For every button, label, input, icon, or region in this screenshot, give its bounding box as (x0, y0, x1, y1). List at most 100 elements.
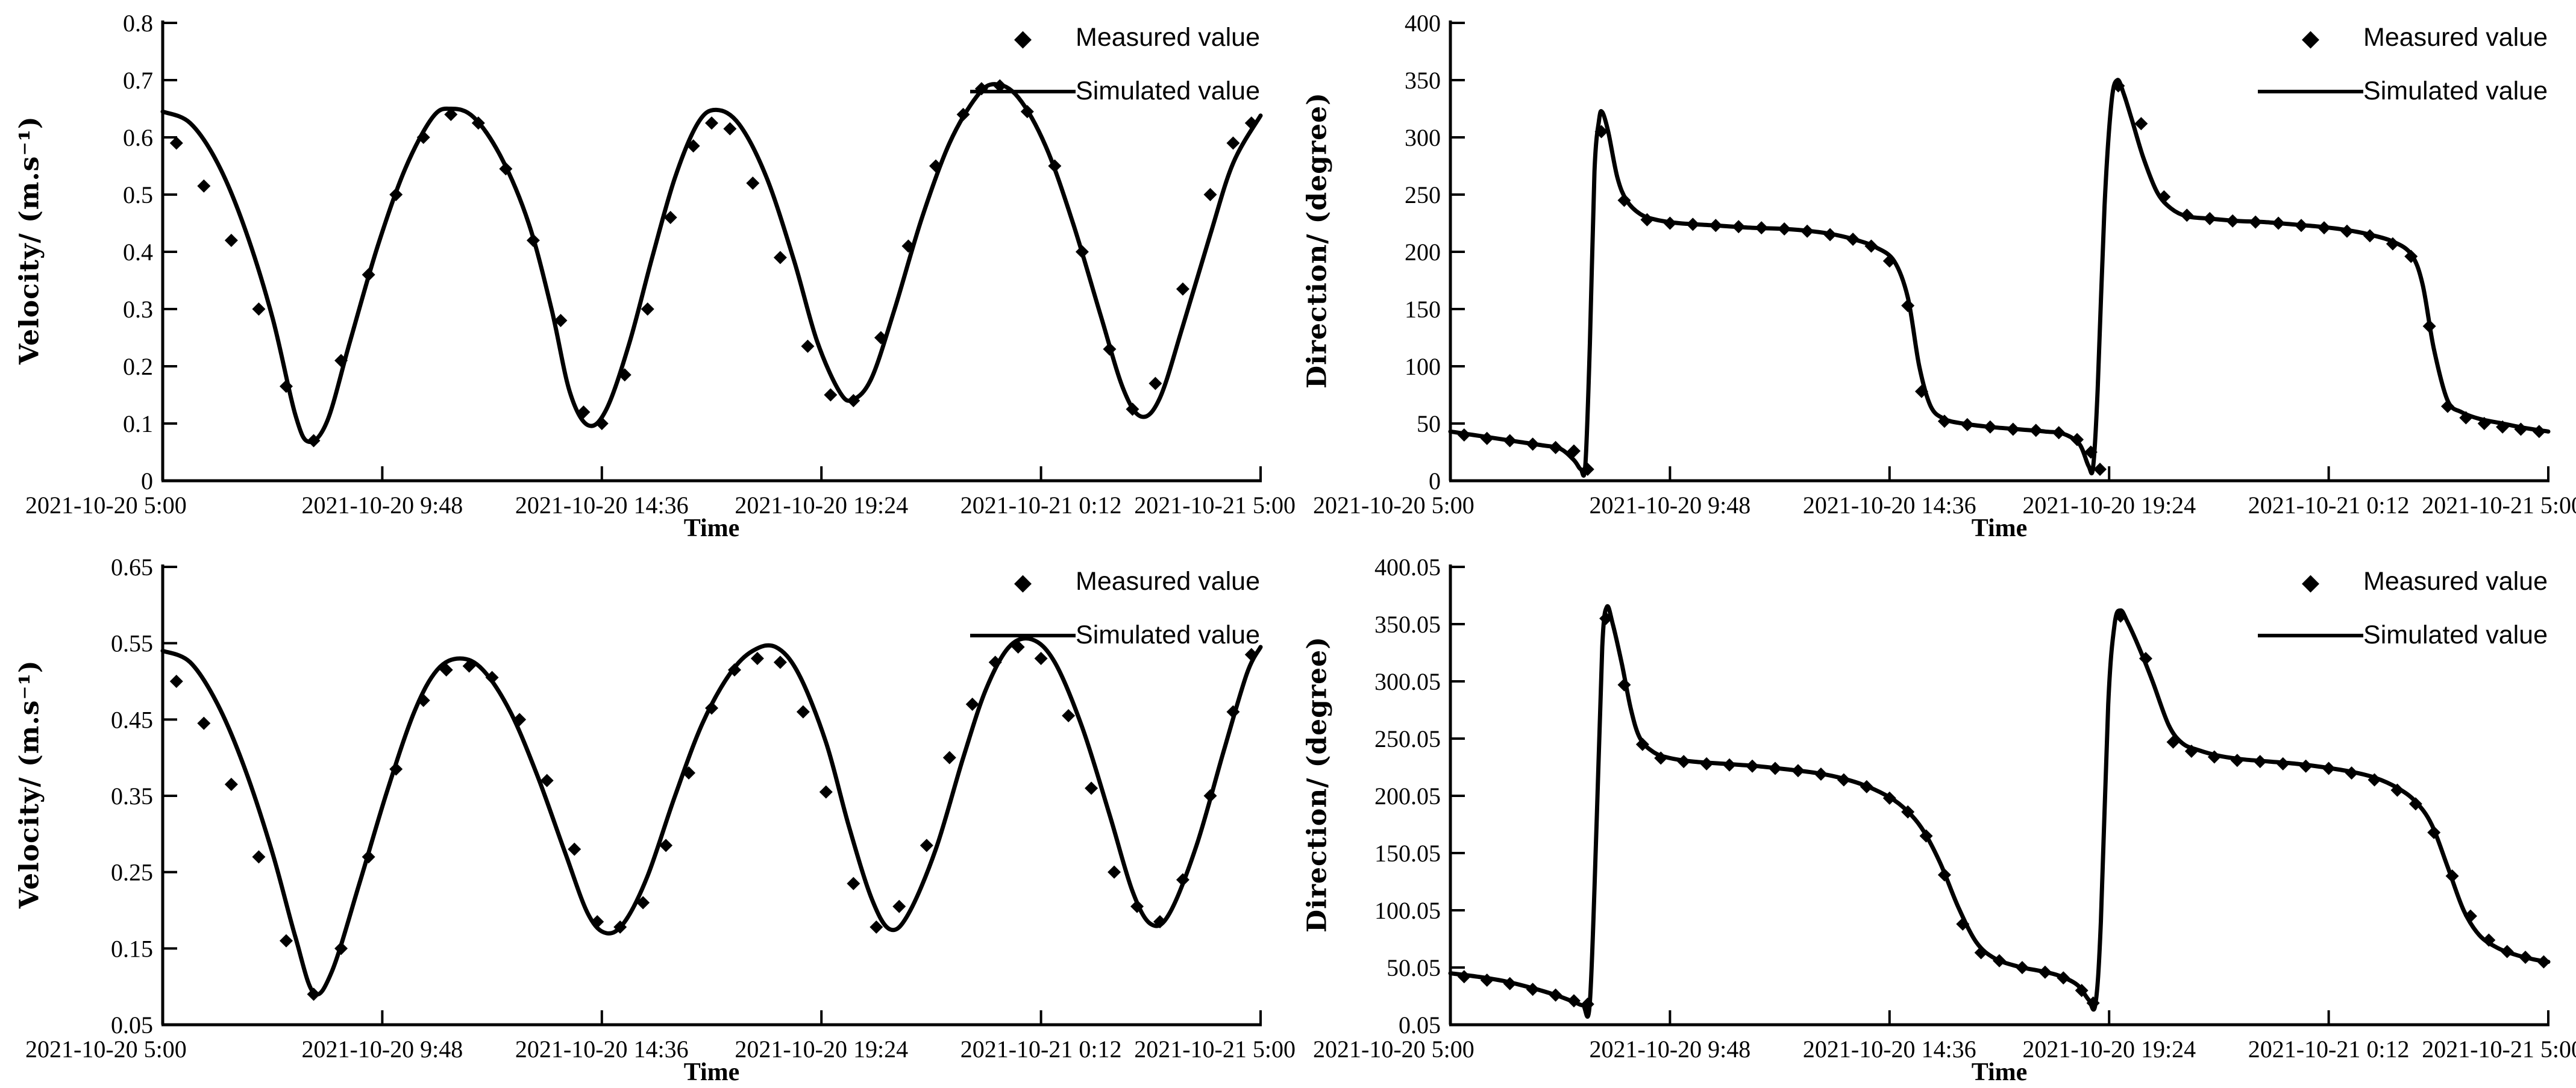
svg-text:300: 300 (1405, 124, 1441, 151)
line-marker-icon (970, 90, 1076, 94)
chart-velocity-point1: 0 0.1 0.2 0.3 0.4 0.5 0.6 0.7 0.8 2021-10-20 5:00… (0, 0, 1296, 544)
svg-text:2021-10-21 0:12: 2021-10-21 0:12 (2248, 492, 2410, 519)
legend: ◆ Measured value Simulated value (2258, 23, 2548, 107)
svg-text:250.05: 250.05 (1374, 725, 1441, 752)
svg-text:2021-10-20 14:36: 2021-10-20 14:36 (515, 492, 689, 519)
diamond-marker-icon: ◆ (2301, 568, 2320, 595)
svg-text:100.05: 100.05 (1374, 897, 1441, 924)
legend-label-simulated: Simulated value (2363, 621, 2548, 650)
svg-text:2021-10-21 5:00: 2021-10-21 5:00 (1134, 1036, 1296, 1063)
svg-text:2021-10-20 9:48: 2021-10-20 9:48 (302, 492, 463, 519)
legend-item-measured: ◆ Measured value (970, 567, 1260, 596)
svg-text:300.05: 300.05 (1374, 668, 1441, 695)
svg-text:2021-10-20 9:48: 2021-10-20 9:48 (1590, 1036, 1751, 1063)
svg-text:0: 0 (1429, 467, 1441, 495)
direction-point1-plot-area: 0 50 100 150 200 250 300 350 400 2021-10-20 5:00 2… (1313, 10, 2576, 519)
svg-text:2021-10-20 9:48: 2021-10-20 9:48 (1590, 492, 1751, 519)
svg-text:150: 150 (1405, 296, 1441, 323)
svg-text:250: 250 (1405, 181, 1441, 208)
legend-label-simulated: Simulated value (1076, 621, 1260, 650)
svg-text:2021-10-20 5:00: 2021-10-20 5:00 (1313, 492, 1474, 519)
svg-text:2021-10-20 14:36: 2021-10-20 14:36 (1803, 1036, 1976, 1063)
svg-text:0.55: 0.55 (111, 630, 153, 657)
svg-text:350: 350 (1405, 67, 1441, 94)
legend-item-measured: ◆ Measured value (970, 23, 1260, 52)
line-marker-icon (2258, 90, 2364, 94)
svg-text:0.6: 0.6 (123, 124, 153, 151)
svg-text:400.05: 400.05 (1374, 554, 1441, 581)
svg-text:0.35: 0.35 (111, 783, 153, 810)
svg-text:2021-10-20 14:36: 2021-10-20 14:36 (1803, 492, 1976, 519)
svg-text:0.4: 0.4 (123, 239, 153, 266)
y-axis-title: Direction/ (degree) (1302, 92, 1333, 389)
svg-text:2021-10-21 0:12: 2021-10-21 0:12 (961, 1036, 1122, 1063)
legend-item-measured: ◆ Measured value (2258, 567, 2548, 596)
diamond-marker-icon: ◆ (2301, 24, 2320, 51)
svg-text:400: 400 (1405, 10, 1441, 37)
svg-text:200.05: 200.05 (1374, 783, 1441, 810)
direction-point2-plot-area: 0.05 50.05 100.05 150.05 200.05 250.05 300.05 3… (1313, 554, 2576, 1063)
svg-text:100: 100 (1405, 353, 1441, 380)
svg-text:0.05: 0.05 (111, 1011, 153, 1039)
x-axis-title: Time (1971, 1058, 2028, 1086)
svg-text:0: 0 (141, 467, 153, 495)
svg-text:2021-10-20 9:48: 2021-10-20 9:48 (302, 1036, 463, 1063)
svg-text:2021-10-20 19:24: 2021-10-20 19:24 (2022, 1036, 2196, 1063)
chart-velocity-point2: 0.05 0.15 0.25 0.35 0.45 0.55 0.65 2021-10-20 5… (0, 544, 1296, 1088)
svg-text:2021-10-20 14:36: 2021-10-20 14:36 (515, 1036, 689, 1063)
svg-text:2021-10-20 5:00: 2021-10-20 5:00 (1313, 1036, 1474, 1063)
legend-label-measured: Measured value (1076, 23, 1260, 52)
y-axis-title: Direction/ (degree) (1302, 636, 1333, 933)
svg-text:0.8: 0.8 (123, 10, 153, 37)
legend-label-measured: Measured value (1076, 567, 1260, 596)
chart-direction-point1: 0 50 100 150 200 250 300 350 400 2021-10-20 5:00 2… (1288, 0, 2576, 544)
svg-text:2021-10-20 19:24: 2021-10-20 19:24 (2022, 492, 2196, 519)
x-axis-title: Time (683, 514, 740, 542)
diamond-marker-icon: ◆ (1014, 568, 1032, 595)
svg-text:150.05: 150.05 (1374, 840, 1441, 867)
svg-text:50.05: 50.05 (1387, 954, 1441, 981)
svg-text:200: 200 (1405, 239, 1441, 266)
svg-text:0.1: 0.1 (123, 410, 153, 437)
legend: ◆ Measured value Simulated value (2258, 567, 2548, 651)
x-axis-title: Time (1971, 514, 2028, 542)
y-axis-title: Velocity/ (m.s⁻¹) (14, 660, 45, 909)
legend-item-simulated: Simulated value (970, 77, 1260, 106)
y-axis-title: Velocity/ (m.s⁻¹) (14, 116, 45, 365)
svg-text:0.5: 0.5 (123, 181, 153, 208)
diamond-marker-icon: ◆ (1014, 24, 1032, 51)
svg-text:0.45: 0.45 (111, 706, 153, 733)
svg-text:0.15: 0.15 (111, 935, 153, 962)
line-marker-icon (970, 634, 1076, 638)
svg-text:0.3: 0.3 (123, 296, 153, 323)
svg-text:2021-10-20 5:00: 2021-10-20 5:00 (25, 1036, 187, 1063)
svg-text:0.7: 0.7 (123, 67, 153, 94)
svg-text:2021-10-21 0:12: 2021-10-21 0:12 (2248, 1036, 2410, 1063)
legend-label-measured: Measured value (2363, 23, 2548, 52)
velocity-point1-plot-area: 0 0.1 0.2 0.3 0.4 0.5 0.6 0.7 0.8 2021-10-20 5:00… (25, 10, 1296, 519)
chart-direction-point2: 0.05 50.05 100.05 150.05 200.05 250.05 300.05 3… (1288, 544, 2576, 1088)
legend: ◆ Measured value Simulated value (970, 23, 1260, 107)
legend-item-simulated: Simulated value (2258, 77, 2548, 106)
line-marker-icon (2258, 634, 2364, 638)
x-axis-title: Time (683, 1058, 740, 1086)
legend: ◆ Measured value Simulated value (970, 567, 1260, 651)
svg-text:0.2: 0.2 (123, 353, 153, 380)
svg-text:2021-10-21 5:00: 2021-10-21 5:00 (2422, 1036, 2576, 1063)
svg-text:2021-10-21 5:00: 2021-10-21 5:00 (2422, 492, 2576, 519)
velocity-point2-plot-area: 0.05 0.15 0.25 0.35 0.45 0.55 0.65 2021-10-20 5… (25, 554, 1296, 1063)
svg-text:2021-10-21 0:12: 2021-10-21 0:12 (961, 492, 1122, 519)
legend-item-simulated: Simulated value (970, 621, 1260, 650)
svg-text:0.25: 0.25 (111, 859, 153, 886)
svg-text:0.65: 0.65 (111, 554, 153, 581)
legend-item-simulated: Simulated value (2258, 621, 2548, 650)
legend-label-simulated: Simulated value (1076, 77, 1260, 106)
svg-text:350.05: 350.05 (1374, 611, 1441, 638)
svg-text:2021-10-20 19:24: 2021-10-20 19:24 (735, 1036, 908, 1063)
legend-item-measured: ◆ Measured value (2258, 23, 2548, 52)
svg-text:2021-10-20 5:00: 2021-10-20 5:00 (25, 492, 187, 519)
svg-text:2021-10-21 5:00: 2021-10-21 5:00 (1134, 492, 1296, 519)
legend-label-measured: Measured value (2363, 567, 2548, 596)
svg-text:50: 50 (1417, 410, 1441, 437)
